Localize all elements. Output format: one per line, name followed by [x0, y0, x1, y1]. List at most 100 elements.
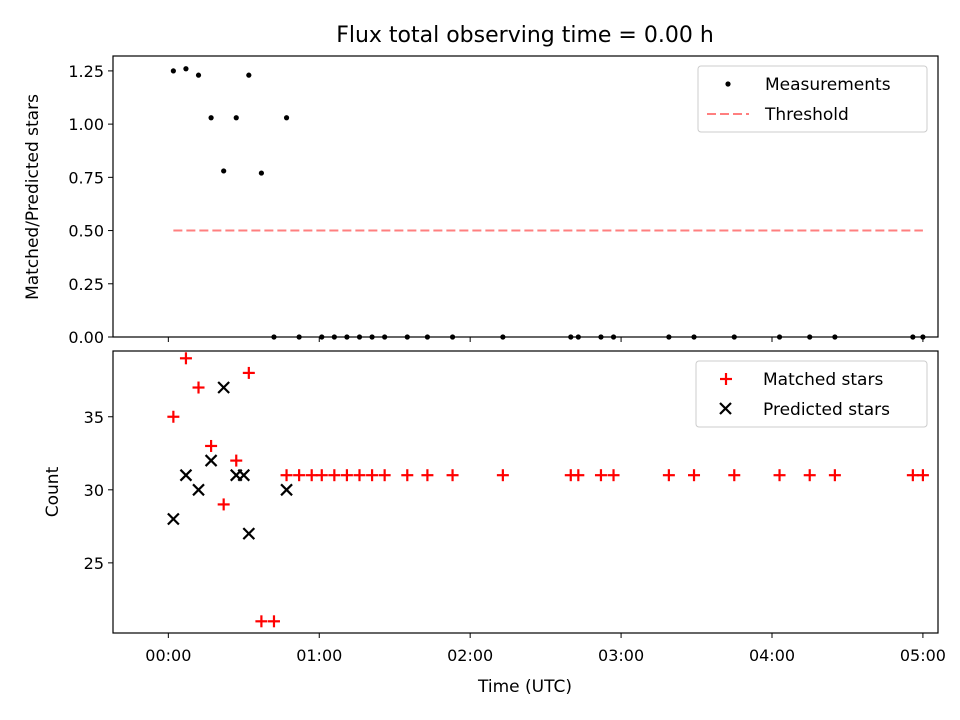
predicted-star-point: [242, 527, 256, 540]
measurement-point: [221, 168, 227, 174]
measurement-point: [910, 334, 916, 340]
bottom-xtick-label: 04:00: [749, 646, 795, 665]
bottom-ylabel: Count: [43, 466, 63, 517]
matched-star-point: [916, 469, 929, 482]
matched-star-point: [906, 469, 919, 482]
measurement-point: [208, 115, 214, 121]
measurement-point: [170, 68, 176, 74]
measurement-point: [807, 334, 813, 340]
matched-star-point: [315, 469, 328, 482]
legend-measurements-label: Measurements: [765, 75, 891, 95]
matched-star-point: [280, 469, 293, 482]
top-ytick-label: 1.00: [68, 115, 104, 134]
top-ytick-label: 0.75: [68, 168, 104, 187]
matched-star-point: [255, 615, 268, 628]
predicted-star-point: [280, 483, 293, 497]
matched-star-point: [353, 469, 366, 482]
matched-star-point: [293, 469, 306, 482]
measurement-point: [195, 72, 202, 78]
matched-star-point: [205, 439, 218, 452]
measurement-point: [404, 334, 410, 340]
matched-star-point: [305, 469, 318, 482]
top-ytick-label: 0.00: [68, 328, 104, 347]
legend-matched-marker: [720, 373, 732, 385]
measurement-point: [598, 334, 604, 340]
top-ytick-label: 1.25: [68, 62, 104, 81]
measurement-point: [382, 334, 388, 340]
top-ylabel: Matched/Predicted stars: [23, 94, 43, 300]
top-plot-frame: [112, 55, 939, 338]
matched-star-point: [594, 469, 607, 482]
bottom-xtick-label: 03:00: [598, 646, 644, 665]
bottom-xtick-label: 02:00: [447, 646, 493, 665]
legend-measurements-marker: [725, 81, 731, 87]
predicted-star-point: [192, 483, 205, 497]
matched-star-point: [328, 469, 341, 482]
predicted-star-point: [167, 512, 180, 526]
top-data-marks: [170, 66, 926, 340]
measurement-point: [691, 334, 697, 340]
matched-star-point: [267, 615, 280, 628]
measurement-point: [575, 334, 581, 340]
measurement-point: [331, 334, 337, 340]
measurement-point: [356, 334, 363, 340]
matched-star-point: [828, 469, 841, 482]
matched-star-point: [728, 469, 741, 482]
measurement-point: [283, 115, 290, 121]
matched-star-point: [688, 469, 701, 482]
measurement-point: [233, 115, 239, 121]
matched-star-point: [773, 469, 786, 482]
matched-star-point: [192, 381, 205, 394]
matched-star-point: [607, 469, 620, 482]
matched-star-point: [217, 498, 230, 511]
bottom-x-axis: 00:00 01:00 02:00 03:00 04:00 05:00: [145, 633, 946, 665]
measurement-point: [319, 334, 325, 340]
legend-matched-label: Matched stars: [763, 370, 883, 390]
top-ytick-label: 0.25: [68, 275, 104, 294]
matched-star-point: [340, 469, 353, 482]
predicted-star-point: [217, 381, 230, 394]
measurement-point: [344, 334, 350, 340]
measurement-point: [258, 170, 264, 176]
matched-star-point: [230, 454, 243, 467]
measurement-point: [369, 334, 375, 340]
top-legend: Measurements Threshold: [697, 65, 928, 133]
bottom-y-axis: 25 30 35: [84, 408, 113, 573]
bottom-ytick-label: 35: [84, 408, 104, 427]
matched-star-point: [366, 469, 379, 482]
bottom-ytick-label: 25: [84, 554, 104, 573]
measurement-point: [449, 334, 456, 340]
measurement-point: [568, 334, 574, 340]
legend-threshold-label: Threshold: [764, 105, 849, 125]
top-ytick-label: 0.50: [68, 222, 104, 241]
matched-star-point: [401, 469, 414, 482]
matched-star-point: [662, 469, 675, 482]
measurement-point: [424, 334, 431, 340]
bottom-data-marks: [167, 352, 929, 628]
matched-star-point: [803, 469, 816, 482]
measurement-point: [610, 334, 617, 340]
top-panel: Matched/Predicted stars 0.00 0.25 0.50 0.75…: [23, 55, 939, 347]
chart-title: Flux total observing time = 0.00 h: [336, 23, 714, 48]
bottom-ytick-label: 30: [84, 481, 104, 500]
measurement-point: [246, 72, 252, 78]
measurement-point: [500, 334, 506, 340]
predicted-star-point: [179, 468, 193, 482]
predicted-star-point: [204, 454, 218, 467]
bottom-plot-frame: [112, 350, 939, 634]
matched-star-point: [496, 469, 509, 482]
measurement-point: [776, 334, 783, 340]
measurement-point: [666, 334, 672, 340]
top-y-axis: 0.00 0.25 0.50 0.75 1.00 1.25: [68, 62, 113, 347]
measurement-point: [832, 334, 838, 340]
measurement-point: [731, 334, 737, 340]
matched-star-point: [242, 366, 255, 379]
bottom-xtick-label: 01:00: [296, 646, 342, 665]
matched-star-point: [167, 410, 180, 423]
bottom-xlabel: Time (UTC): [477, 677, 572, 697]
bottom-legend: Matched stars Predicted stars: [695, 360, 928, 428]
matched-star-point: [572, 469, 585, 482]
legend-predicted-marker: [719, 402, 732, 415]
